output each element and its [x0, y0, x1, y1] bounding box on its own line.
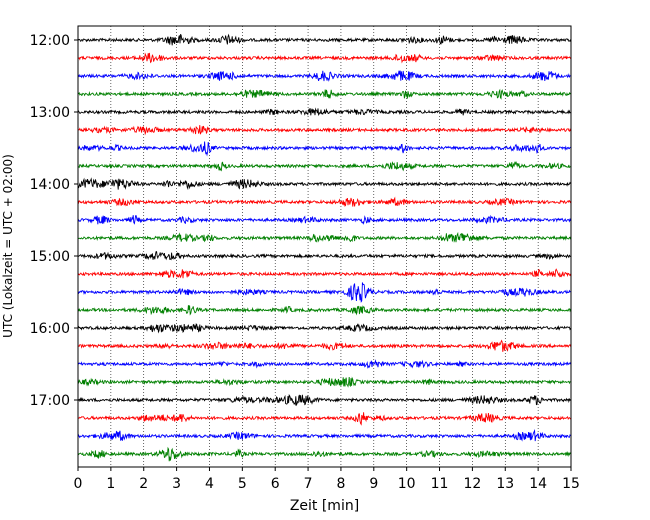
y-ticks: 12:00 13:00 14:00 15:00 16:00 17:00 — [30, 33, 78, 409]
y-tick-label: 13:00 — [30, 105, 70, 121]
y-tick-label: 16:00 — [30, 321, 70, 337]
seismic-trace — [77, 88, 571, 100]
seismic-trace — [77, 107, 571, 117]
seismic-trace — [77, 268, 572, 279]
x-tick-label: 6 — [271, 476, 280, 492]
y-tick-label: 12:00 — [30, 33, 70, 49]
plot-frame — [77, 25, 572, 468]
seismic-trace — [77, 161, 571, 172]
seismic-trace — [77, 282, 571, 303]
seismic-trace — [77, 70, 571, 82]
x-tick-label: 14 — [529, 476, 547, 492]
x-tick-label: 8 — [336, 476, 345, 492]
x-tick-label: 9 — [369, 476, 378, 492]
seismic-trace — [77, 141, 571, 157]
seismic-trace — [77, 359, 572, 369]
y-tick-label: 14:00 — [30, 177, 70, 193]
x-tick-label: 13 — [496, 476, 514, 492]
x-tick-label: 10 — [398, 476, 416, 492]
x-tick-label: 11 — [431, 476, 449, 492]
seismic-trace — [77, 33, 572, 46]
x-tick-label: 15 — [562, 476, 580, 492]
seismic-trace — [77, 394, 571, 407]
x-tick-label: 3 — [172, 476, 181, 492]
seismic-trace — [77, 177, 571, 191]
seismic-trace — [77, 125, 572, 136]
plot-area — [78, 26, 571, 467]
seismic-trace — [77, 52, 571, 64]
x-ticks: 0 1 2 3 4 5 6 7 8 9 10 11 12 13 14 15 — [74, 467, 580, 492]
seismic-trace — [77, 231, 572, 243]
x-tick-label: 2 — [139, 476, 148, 492]
seismic-trace — [77, 429, 571, 442]
x-tick-label: 0 — [74, 476, 83, 492]
y-tick-label: 17:00 — [30, 393, 70, 409]
seismic-trace — [77, 196, 572, 207]
seismic-trace — [77, 251, 571, 261]
x-tick-label: 12 — [463, 476, 481, 492]
y-axis-label: UTC (Lokalzeit = UTC + 02:00) — [1, 154, 15, 338]
x-tick-label: 7 — [304, 476, 313, 492]
seismic-trace — [77, 305, 572, 316]
x-tick-label: 1 — [106, 476, 115, 492]
seismic-trace — [77, 214, 572, 225]
x-tick-label: 4 — [205, 476, 214, 492]
seismic-trace — [77, 376, 571, 388]
seismic-trace — [77, 446, 571, 462]
x-axis-label: Zeit [min] — [290, 498, 359, 514]
seismic-trace — [77, 323, 571, 334]
seismic-traces — [77, 33, 572, 462]
seismic-trace — [77, 339, 572, 352]
y-tick-label: 15:00 — [30, 249, 70, 265]
x-tick-label: 5 — [238, 476, 247, 492]
seismic-trace — [77, 412, 571, 426]
